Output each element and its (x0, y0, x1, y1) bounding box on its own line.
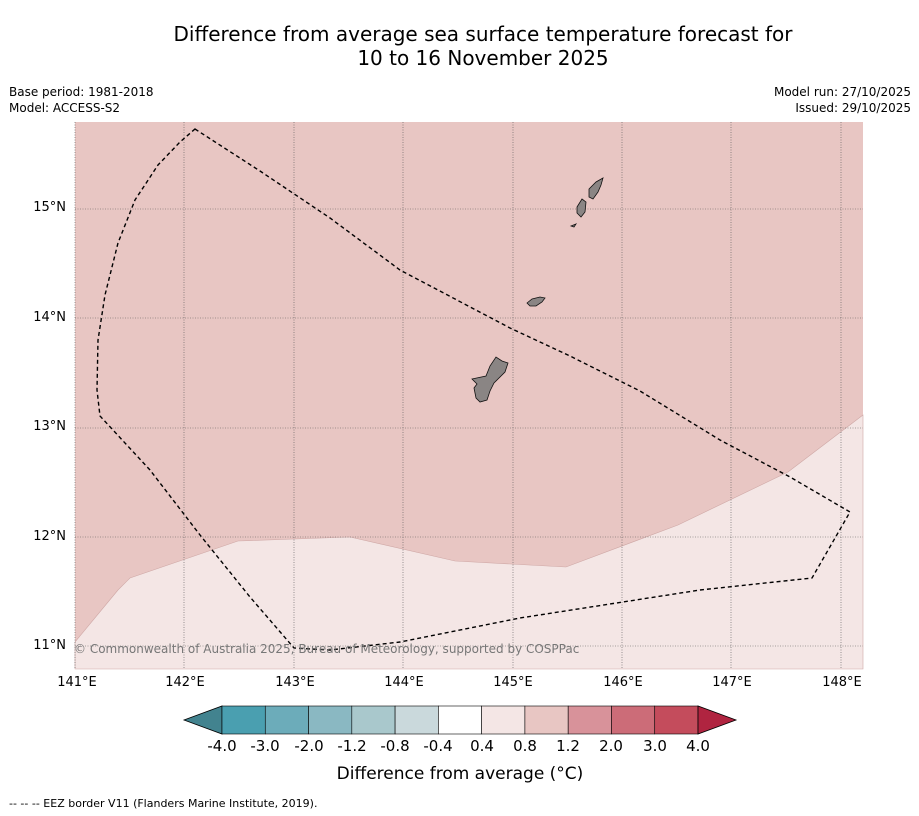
colorbar-tick: 4.0 (686, 737, 710, 755)
land-layer (471, 177, 604, 403)
island-tinian (576, 198, 587, 218)
colorbar-segment (567, 705, 612, 735)
colorbar-tick: 1.2 (556, 737, 580, 755)
lon-label-144: 144°E (384, 675, 424, 690)
lon-label-146: 146°E (603, 675, 643, 690)
colorbar-tick: 0.4 (470, 737, 494, 755)
colorbar (182, 705, 738, 735)
colorbar-segment (308, 705, 353, 735)
lat-label-15: 15°N (33, 200, 66, 215)
colorbar-tick: 2.0 (599, 737, 623, 755)
title-line-1: Difference from average sea surface temp… (173, 22, 793, 46)
lat-label-11: 11°N (33, 638, 66, 653)
colorbar-segment (351, 705, 396, 735)
colorbar-tick: 3.0 (643, 737, 667, 755)
lon-label-143: 143°E (275, 675, 315, 690)
base-period: Base period: 1981-2018 (9, 85, 154, 99)
colorbar-tick: -0.8 (380, 737, 410, 755)
model-name: Model: ACCESS-S2 (9, 101, 121, 115)
colorbar-over-arrow (697, 705, 738, 735)
eez-footnote: -- -- -- EEZ border V11 (Flanders Marine… (9, 797, 318, 810)
colorbar-segment (221, 705, 266, 735)
lon-label-147: 147°E (712, 675, 752, 690)
colorbar-segment (481, 705, 526, 735)
colorbar-segment (611, 705, 656, 735)
island-rota (526, 296, 546, 307)
lat-label-14: 14°N (33, 310, 66, 325)
lat-label-12: 12°N (33, 529, 66, 544)
lon-label-142: 142°E (165, 675, 205, 690)
lon-label-148: 148°E (822, 675, 862, 690)
colorbar-under-arrow (182, 705, 223, 735)
colorbar-segment (438, 705, 482, 735)
lon-label-141: 141°E (57, 675, 97, 690)
colorbar-tick: -2.0 (294, 737, 324, 755)
colorbar-label: Difference from average (°C) (336, 764, 584, 784)
island-aguijan (569, 223, 578, 228)
graticule (74, 122, 863, 669)
colorbar-segment (654, 705, 699, 735)
map-title: Difference from average sea surface temp… (0, 22, 919, 70)
issued-date: Issued: 29/10/2025 (795, 101, 911, 115)
colorbar-tick: -0.4 (423, 737, 453, 755)
colorbar-tick: -1.2 (337, 737, 367, 755)
eez-border (96, 128, 851, 651)
model-run: Model run: 27/10/2025 (773, 85, 911, 99)
island-saipan (588, 177, 604, 200)
colorbar-segment (394, 705, 439, 735)
meta-right: Model run: 27/10/2025 Issued: 29/10/2025 (774, 84, 911, 116)
anomaly-region-0.4-0.8 (74, 414, 864, 670)
title-line-2: 10 to 16 November 2025 (357, 46, 609, 70)
colorbar-tick: 0.8 (513, 737, 537, 755)
anomaly-layer (74, 122, 864, 670)
colorbar-tick: -4.0 (207, 737, 237, 755)
copyright-credit: © Commonwealth of Australia 2025, Bureau… (74, 642, 580, 656)
island-guam (471, 356, 509, 403)
meta-left: Base period: 1981-2018 Model: ACCESS-S2 (9, 84, 154, 116)
colorbar-segment (264, 705, 309, 735)
lat-label-13: 13°N (33, 419, 66, 434)
colorbar-segment (524, 705, 569, 735)
colorbar-tick: -3.0 (250, 737, 280, 755)
lon-label-145: 145°E (493, 675, 533, 690)
